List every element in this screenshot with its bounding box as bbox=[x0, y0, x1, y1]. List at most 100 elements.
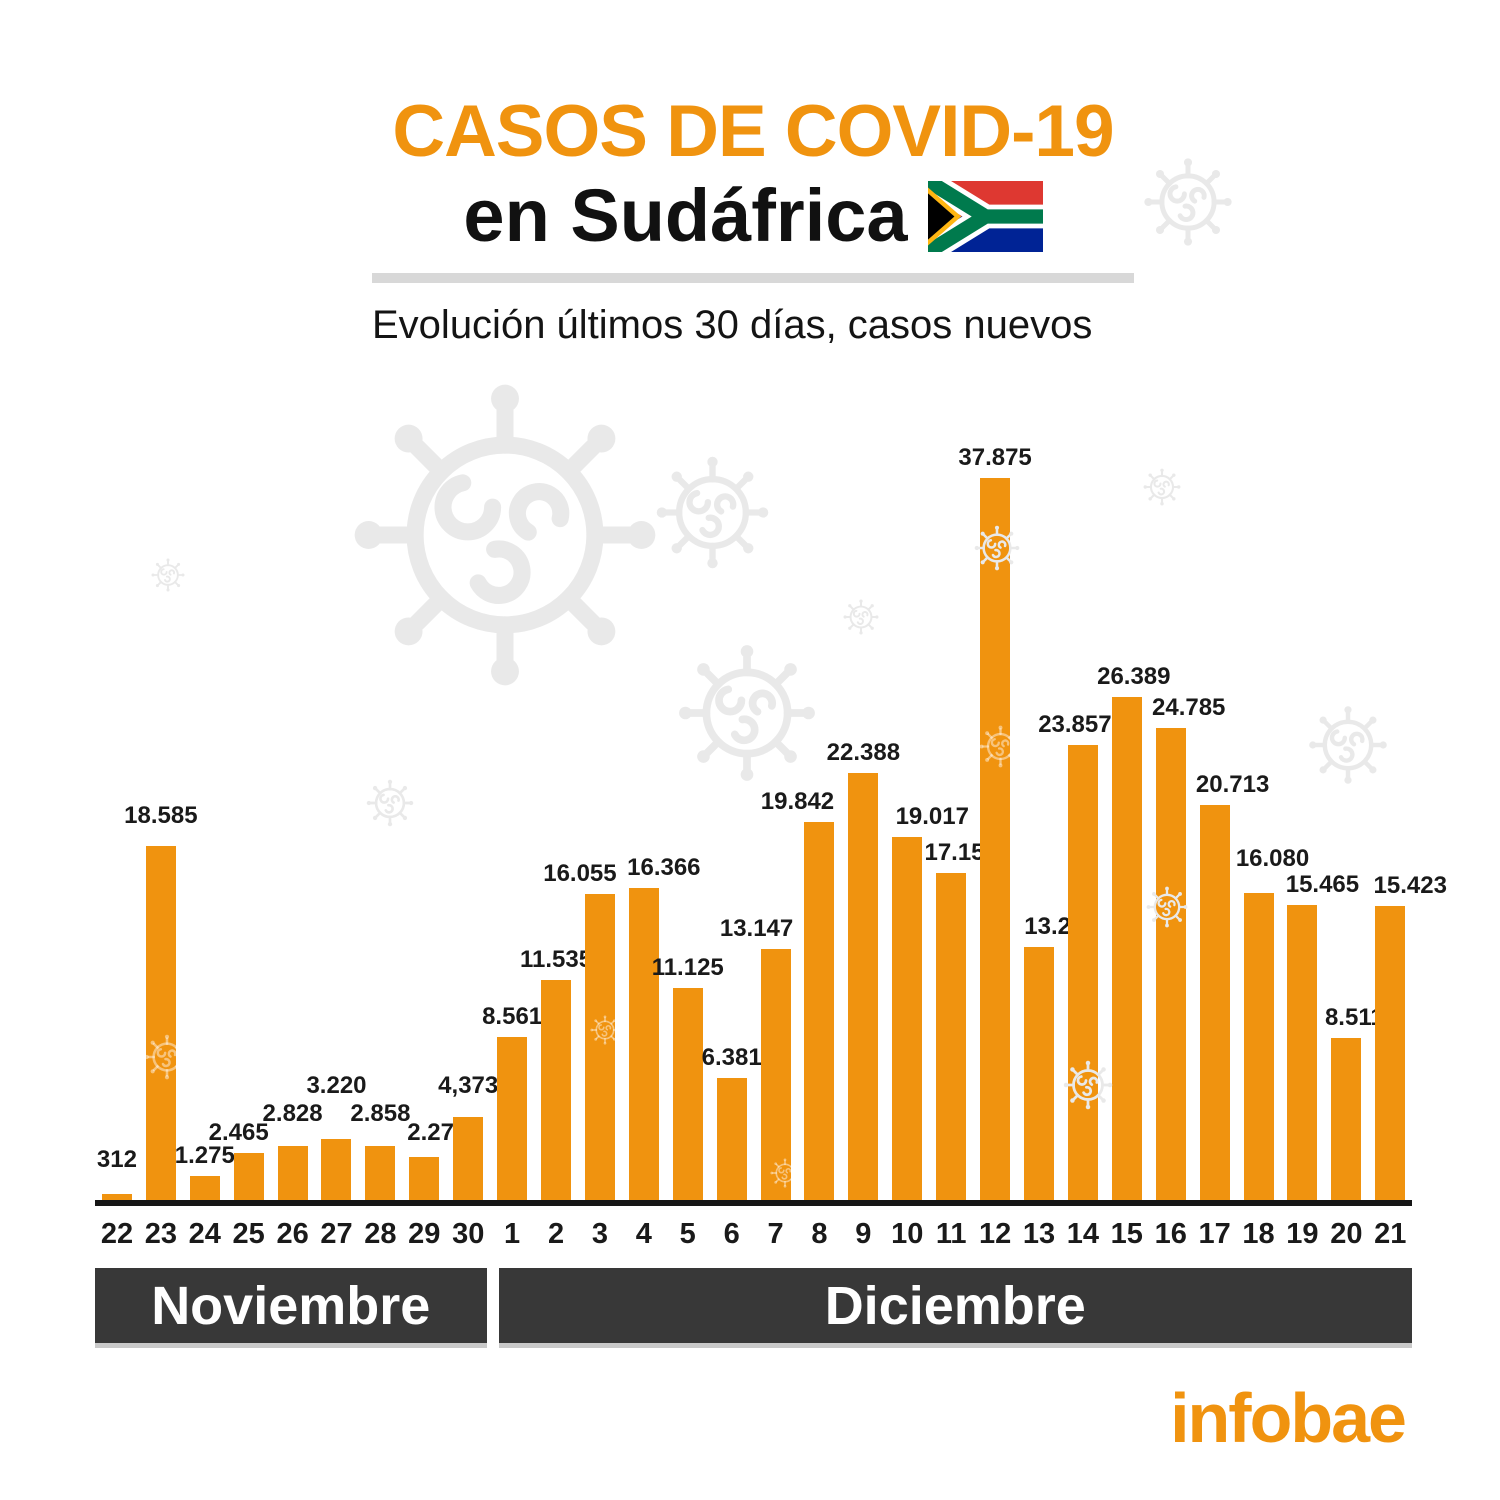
bar bbox=[321, 1139, 352, 1200]
bar-value-label: 11.125 bbox=[651, 954, 724, 981]
bar-slot: 2.828 bbox=[263, 478, 323, 1200]
day-label: 27 bbox=[320, 1218, 353, 1250]
bar-value-label: 19.842 bbox=[760, 788, 835, 815]
bar-value-label: 15.465 bbox=[1285, 871, 1360, 898]
bar-value-label: 23.857 bbox=[1038, 711, 1112, 738]
bar-slot: 3.220 bbox=[306, 478, 367, 1200]
bar-slot: 1.275 bbox=[175, 478, 235, 1200]
day-label: 17 bbox=[1198, 1218, 1231, 1250]
bar bbox=[760, 949, 791, 1200]
bar-slot: 19.842 bbox=[761, 478, 842, 1200]
page-title: CASOS DE COVID-19 bbox=[392, 91, 1114, 172]
bar-value-label: 8.511 bbox=[1324, 1004, 1384, 1031]
bar-slot: 15.423 bbox=[1368, 478, 1447, 1200]
bar-slot: 16.366 bbox=[622, 478, 701, 1200]
bar-value-label: 6.381 bbox=[701, 1044, 762, 1071]
bar-slot: 11.125 bbox=[652, 478, 724, 1200]
bar bbox=[497, 1037, 528, 1200]
bar bbox=[233, 1153, 264, 1200]
day-label: 8 bbox=[811, 1218, 828, 1250]
bar-value-label: 312 bbox=[96, 1146, 137, 1173]
day-label: 29 bbox=[408, 1218, 441, 1250]
bar-value-label: 3.220 bbox=[306, 1072, 367, 1099]
month-band-noviembre: Noviembre bbox=[95, 1268, 487, 1348]
infobae-logo: infobae bbox=[1170, 1379, 1407, 1457]
bar-slot: 23.857 bbox=[1038, 478, 1112, 1200]
bar bbox=[1375, 906, 1406, 1200]
day-label: 14 bbox=[1066, 1218, 1100, 1250]
bar-value-label: 16.080 bbox=[1235, 845, 1310, 872]
day-label: 15 bbox=[1110, 1218, 1143, 1250]
bar bbox=[409, 1157, 440, 1200]
day-label: 1 bbox=[504, 1218, 521, 1250]
bar-slot: 19.017 bbox=[885, 478, 969, 1200]
bar-value-label: 2.858 bbox=[350, 1100, 411, 1127]
day-label: 23 bbox=[144, 1218, 177, 1250]
bar-value-label: 24.785 bbox=[1152, 694, 1226, 721]
title-divider bbox=[372, 273, 1134, 284]
title-line2-row: en Sudáfrica bbox=[372, 179, 1134, 253]
chart-subtitle: Evolución últimos 30 días, casos nuevos bbox=[372, 303, 1093, 348]
bar-value-label: 16.366 bbox=[627, 854, 701, 881]
bar bbox=[145, 846, 176, 1200]
bar-value-label: 1.275 bbox=[174, 1142, 235, 1169]
bar-slot: 22.388 bbox=[827, 478, 900, 1200]
bar bbox=[365, 1146, 396, 1200]
bar-value-label: 20.713 bbox=[1195, 771, 1270, 798]
bar bbox=[1067, 745, 1098, 1200]
bar bbox=[1243, 893, 1274, 1200]
bar-value-label: 11.535 bbox=[519, 946, 593, 973]
bar-slot: 8.561 bbox=[482, 478, 542, 1200]
day-label: 11 bbox=[935, 1218, 967, 1250]
day-label: 10 bbox=[891, 1218, 924, 1250]
bar bbox=[1331, 1038, 1362, 1200]
plot-area: 312 18.585 1.275 2.465 2.828 3.220 2.858 2.273 4… bbox=[95, 444, 1447, 1206]
day-label: 25 bbox=[232, 1218, 265, 1250]
header: CASOS DE COVID-19 en Sudáfrica Evolución… bbox=[372, 91, 1134, 348]
bar-value-label: 8.561 bbox=[482, 1003, 543, 1030]
bar-slot: 2.465 bbox=[209, 478, 271, 1200]
bar-value-label: 15.423 bbox=[1373, 872, 1447, 899]
bar bbox=[848, 773, 879, 1200]
day-label: 20 bbox=[1330, 1218, 1363, 1250]
bar-slot: 6.381 bbox=[702, 478, 762, 1200]
bar bbox=[1111, 697, 1142, 1200]
day-label: 26 bbox=[276, 1218, 309, 1250]
day-label: 24 bbox=[188, 1218, 221, 1250]
bar bbox=[672, 988, 703, 1200]
day-label: 6 bbox=[723, 1218, 740, 1250]
day-label: 4 bbox=[635, 1218, 652, 1250]
bar bbox=[936, 873, 967, 1200]
bar-slot: 18.585 bbox=[124, 478, 198, 1200]
bar-value-label: 4,373 bbox=[438, 1072, 499, 1099]
bar-value-label: 37.875 bbox=[958, 444, 1032, 471]
bar-value-label: 19.017 bbox=[895, 803, 969, 830]
bar-slot: 20.713 bbox=[1193, 478, 1269, 1200]
day-label: 2 bbox=[547, 1218, 565, 1250]
bar-slot: 24.785 bbox=[1149, 478, 1225, 1200]
bar-value-label: 18.585 bbox=[124, 802, 198, 829]
bar bbox=[541, 980, 572, 1200]
day-label: 13 bbox=[1022, 1218, 1056, 1250]
day-label: 16 bbox=[1154, 1218, 1187, 1250]
bar-slot: 13.147 bbox=[720, 478, 798, 1200]
bar-value-label: 26.389 bbox=[1097, 663, 1171, 690]
month-bands: Noviembre Diciembre bbox=[95, 1268, 1412, 1348]
bar-slot: 26.389 bbox=[1097, 478, 1171, 1200]
bar-slot: 8.511 bbox=[1324, 478, 1384, 1200]
day-label: 22 bbox=[100, 1218, 134, 1250]
day-label: 21 bbox=[1374, 1218, 1407, 1250]
day-label: 19 bbox=[1286, 1218, 1319, 1250]
bar-value-label: 13.147 bbox=[719, 915, 794, 942]
day-label: 9 bbox=[855, 1218, 872, 1250]
bar-value-label: 22.388 bbox=[826, 739, 901, 766]
bar-slot: 2.858 bbox=[350, 478, 410, 1200]
day-label: 18 bbox=[1242, 1218, 1275, 1250]
bar bbox=[892, 837, 923, 1200]
bar-value-label: 2.465 bbox=[208, 1119, 269, 1146]
bar bbox=[453, 1117, 484, 1200]
bar-slot: 13.288 bbox=[1017, 478, 1098, 1200]
virus-icon bbox=[1144, 158, 1231, 245]
day-label: 3 bbox=[591, 1218, 608, 1250]
